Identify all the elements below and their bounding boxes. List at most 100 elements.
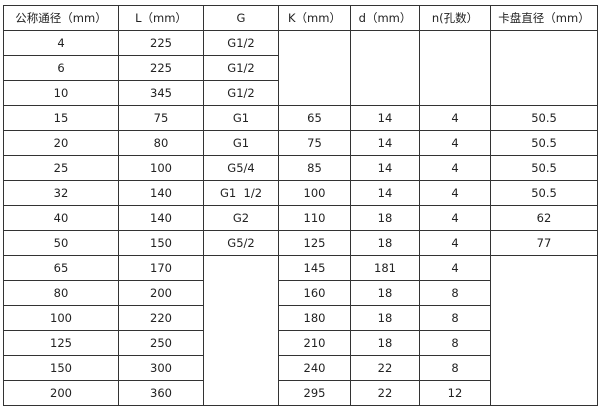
- table-cell: G1 1/2: [203, 180, 279, 206]
- table-cell: 4: [419, 130, 491, 156]
- table-row: 200 360 295 22 12: [3, 380, 598, 406]
- table-cell: 225: [118, 55, 204, 81]
- table-cell: G1/2: [203, 55, 279, 81]
- table-cell: 12: [419, 380, 491, 406]
- table-row: 15 75 G1 65 14 4 50.5: [3, 105, 598, 131]
- table-cell: 200: [118, 280, 204, 306]
- table-cell: 4: [419, 105, 491, 131]
- table-cell: [203, 255, 279, 406]
- table-cell: 公称通径（mm）: [3, 5, 119, 31]
- table-row: 25 100 G5/4 85 14 4 50.5: [3, 155, 598, 181]
- table-cell: 卡盘直径（mm）: [490, 5, 598, 31]
- table-cell: 180: [278, 305, 351, 331]
- table-cell: 18: [350, 305, 420, 331]
- table-cell: 360: [118, 380, 204, 406]
- table-row: 125 250 210 18 8: [3, 330, 598, 356]
- table-cell: 160: [278, 280, 351, 306]
- table-cell: 80: [118, 130, 204, 156]
- table-cell: 8: [419, 305, 491, 331]
- table-cell: 100: [118, 155, 204, 181]
- table-cell: [278, 30, 351, 106]
- table-cell: 32: [3, 180, 119, 206]
- table-cell: 150: [3, 355, 119, 381]
- table-cell: 250: [118, 330, 204, 356]
- table-cell: 15: [3, 105, 119, 131]
- table-cell: 110: [278, 205, 351, 231]
- table-cell: G1: [203, 130, 279, 156]
- table-cell: 4: [419, 180, 491, 206]
- table-row: 150 300 240 22 8: [3, 355, 598, 381]
- table-row: 65 170 145 181 4: [3, 255, 598, 406]
- table-row: 4 225 G1/2: [3, 30, 598, 106]
- table-cell: 14: [350, 105, 420, 131]
- table-row: 6 225 G1/2: [3, 55, 598, 81]
- table-cell: K（mm）: [278, 5, 351, 31]
- table-cell: [490, 30, 598, 106]
- table-cell: 4: [419, 230, 491, 256]
- table-cell: 145: [278, 255, 351, 281]
- table-cell: 295: [278, 380, 351, 406]
- table-cell: 50.5: [490, 105, 598, 131]
- table-cell: 50: [3, 230, 119, 256]
- table-cell: 18: [350, 330, 420, 356]
- table-cell: 22: [350, 380, 420, 406]
- table-cell: 22: [350, 355, 420, 381]
- table-cell: 50.5: [490, 180, 598, 206]
- table-cell: 225: [118, 30, 204, 56]
- table-cell: 220: [118, 305, 204, 331]
- table-cell: 65: [278, 105, 351, 131]
- table-cell: 140: [118, 205, 204, 231]
- table-cell: 50.5: [490, 130, 598, 156]
- table-cell: 80: [3, 280, 119, 306]
- table-cell: 77: [490, 230, 598, 256]
- table-cell: d（mm）: [350, 5, 420, 31]
- table-cell: [350, 30, 420, 106]
- table-cell: G5/4: [203, 155, 279, 181]
- table-cell: 4: [419, 205, 491, 231]
- table-cell: G1/2: [203, 30, 279, 56]
- table-cell: G2: [203, 205, 279, 231]
- table-cell: 8: [419, 280, 491, 306]
- table-cell: G1: [203, 105, 279, 131]
- table-cell: 50.5: [490, 155, 598, 181]
- table-cell: 200: [3, 380, 119, 406]
- table-cell: 210: [278, 330, 351, 356]
- table-cell: 150: [118, 230, 204, 256]
- table-cell: 4: [419, 255, 491, 281]
- table-cell: 4: [3, 30, 119, 56]
- table-cell: 40: [3, 205, 119, 231]
- table-cell: G1/2: [203, 80, 279, 106]
- table-cell: 14: [350, 155, 420, 181]
- table-cell: 65: [3, 255, 119, 281]
- table-cell: 100: [278, 180, 351, 206]
- table-cell: [490, 255, 598, 406]
- table-row: 32 140 G1 1/2 100 14 4 50.5: [3, 180, 598, 206]
- table-cell: 300: [118, 355, 204, 381]
- table-cell: G5/2: [203, 230, 279, 256]
- table-cell: 100: [3, 305, 119, 331]
- table-cell: 240: [278, 355, 351, 381]
- table-cell: 14: [350, 130, 420, 156]
- spec-table: 公称通径（mm） L（mm） G K（mm） d（mm） n(孔数） 卡盘直径（mm） 4 22…: [3, 5, 598, 406]
- table-cell: n(孔数）: [419, 5, 491, 31]
- table-cell: [419, 30, 491, 106]
- table-cell: 140: [118, 180, 204, 206]
- table-cell: 14: [350, 180, 420, 206]
- table-cell: 18: [350, 280, 420, 306]
- table-cell: 181: [350, 255, 420, 281]
- table-row: 50 150 G5/2 125 18 4 77: [3, 230, 598, 256]
- table-cell: 18: [350, 230, 420, 256]
- table-cell: 125: [3, 330, 119, 356]
- table-cell: 18: [350, 205, 420, 231]
- table-cell: G: [203, 5, 279, 31]
- table-cell: 62: [490, 205, 598, 231]
- table-cell: 125: [278, 230, 351, 256]
- table-cell: 170: [118, 255, 204, 281]
- table-cell: 85: [278, 155, 351, 181]
- header-row: 公称通径（mm） L（mm） G K（mm） d（mm） n(孔数） 卡盘直径（mm）: [3, 5, 598, 31]
- table-cell: 4: [419, 155, 491, 181]
- table-cell: 75: [118, 105, 204, 131]
- table-cell: 345: [118, 80, 204, 106]
- table-cell: 8: [419, 330, 491, 356]
- table-cell: 75: [278, 130, 351, 156]
